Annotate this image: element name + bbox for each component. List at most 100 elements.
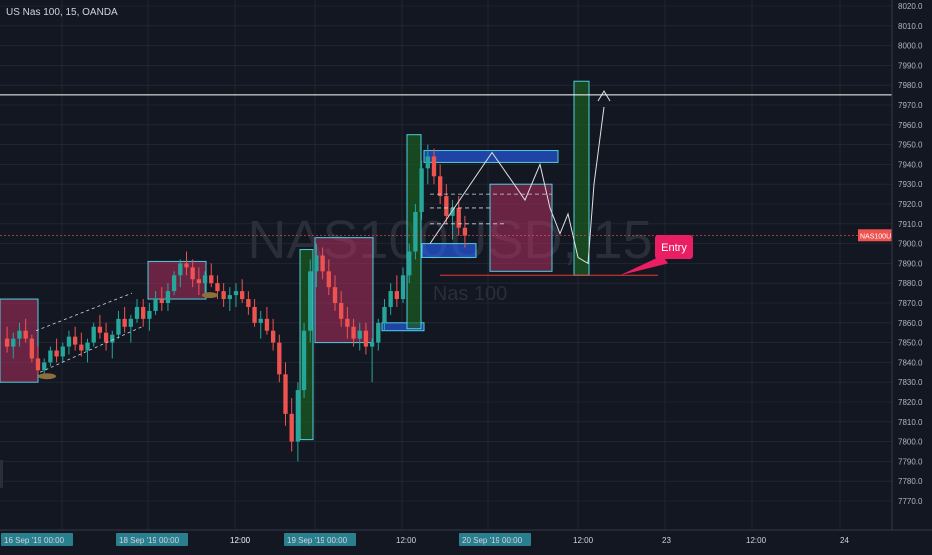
demand-zone	[381, 322, 425, 332]
price-tick-label: 7930.0	[898, 180, 923, 189]
candle-body	[444, 196, 449, 216]
time-tick-label: 16 Sep '19	[4, 536, 43, 545]
projection-path	[429, 106, 605, 265]
zones	[0, 80, 590, 441]
price-tick-label: 7830.0	[898, 378, 923, 387]
price-tick-label: 7780.0	[898, 477, 923, 486]
candle-body	[345, 318, 350, 327]
time-tick-label: 20 Sep '19	[462, 536, 501, 545]
candle-body	[450, 207, 455, 216]
candle-body	[79, 344, 84, 351]
candle-body	[332, 287, 338, 303]
impulse-zone	[573, 80, 590, 276]
supply-zone	[489, 183, 553, 272]
candle-body	[320, 255, 325, 272]
candle-body	[134, 306, 140, 319]
candle-body	[128, 318, 133, 327]
candle-body	[376, 322, 381, 343]
candle-body	[308, 271, 313, 331]
entry-callout-tail	[620, 255, 668, 276]
price-tick-label: 7900.0	[898, 240, 923, 249]
candle-body	[339, 303, 344, 319]
channel-line-lower	[39, 326, 143, 373]
time-tick-label: 12:00	[230, 536, 251, 545]
time-tick-label: 12:00	[746, 536, 767, 545]
candle-body	[295, 390, 301, 442]
candle-body	[283, 374, 288, 414]
time-tick-label: 12:00	[396, 536, 417, 545]
candle-body	[209, 275, 214, 284]
candle-body	[289, 413, 294, 442]
time-tick-label: 12:00	[230, 536, 251, 545]
candle-body	[184, 263, 189, 268]
price-tick-label: 8020.0	[898, 2, 923, 11]
candle-body	[159, 299, 164, 303]
candle-body	[388, 291, 393, 307]
time-label-highlight	[41, 533, 73, 546]
candle-body	[326, 271, 331, 288]
candle-body	[91, 326, 96, 343]
candle-body	[264, 318, 270, 331]
price-tick-label: 7950.0	[898, 141, 923, 150]
price-tick-label: 7990.0	[898, 61, 923, 70]
candle-body	[252, 306, 257, 323]
time-tick-label: 18 Sep '19	[119, 536, 158, 545]
price-axis-bg	[892, 0, 932, 530]
candle-body	[363, 330, 369, 347]
marker-oval	[38, 373, 56, 380]
marker-oval	[202, 292, 218, 299]
price-tick-label: 7840.0	[898, 358, 923, 367]
candles	[4, 144, 468, 462]
time-label-highlight	[324, 533, 356, 546]
candle-body	[221, 291, 226, 300]
candle-body	[42, 362, 47, 371]
candle-body	[419, 168, 424, 212]
candle-body	[407, 251, 412, 276]
candle-body	[4, 338, 10, 347]
candle-body	[301, 330, 307, 391]
candle-body	[382, 306, 387, 323]
candle-body	[462, 227, 468, 236]
candle-body	[35, 358, 41, 371]
time-tick-label: 00:00	[44, 536, 65, 545]
price-tick-label: 8000.0	[898, 42, 923, 51]
price-tick-label: 7880.0	[898, 279, 923, 288]
candle-body	[246, 299, 251, 307]
candle-body	[258, 318, 263, 323]
candle-body	[141, 306, 146, 319]
price-tick-label: 7940.0	[898, 160, 923, 169]
time-tick-label: 19 Sep '19	[287, 536, 326, 545]
price-axis[interactable]: 8020.0 8010.0 8000.0 7990.0 7980.0 7970.0 7960…	[891, 0, 932, 530]
candle-body	[11, 338, 16, 347]
supply-zone	[314, 237, 374, 344]
time-tick-label: 00:00	[327, 536, 348, 545]
time-tick-label: 24	[840, 536, 849, 545]
demand-zone	[423, 150, 559, 163]
price-tick-label: 7800.0	[898, 438, 923, 447]
candle-body	[60, 346, 65, 357]
time-label-highlight	[156, 533, 188, 546]
watermark-subtitle: Nas 100	[433, 283, 508, 305]
price-tick-label: 7850.0	[898, 339, 923, 348]
candle-body	[147, 310, 152, 319]
candle-body	[437, 176, 443, 197]
price-tick-label: 7870.0	[898, 299, 923, 308]
arrow-head	[597, 90, 611, 102]
candle-body	[23, 330, 28, 339]
price-tick-label: 7810.0	[898, 418, 923, 427]
entry-label: Entry	[661, 242, 687, 254]
entry-callout	[655, 235, 693, 259]
candle-body	[110, 334, 115, 343]
candle-body	[103, 332, 109, 343]
price-tick-label: 7970.0	[898, 101, 923, 110]
time-tick-label: 00:00	[159, 536, 180, 545]
candle-body	[72, 336, 78, 345]
price-tick-label: 7890.0	[898, 259, 923, 268]
candle-body	[196, 279, 202, 284]
candle-body	[400, 275, 406, 300]
candle-body	[277, 342, 282, 375]
price-tick-label: 7860.0	[898, 319, 923, 328]
